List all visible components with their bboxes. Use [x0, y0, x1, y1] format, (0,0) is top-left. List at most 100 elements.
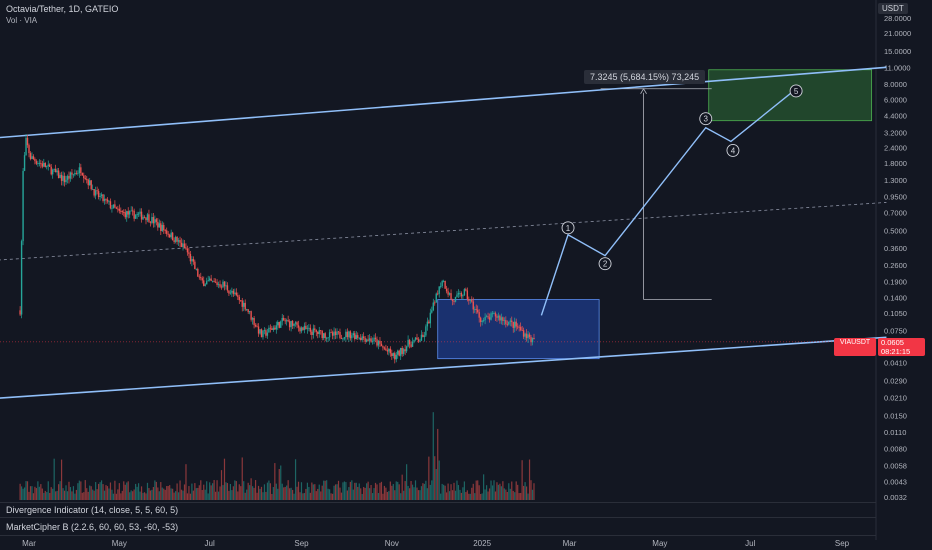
candle-body [435, 293, 437, 303]
volume-bar [290, 487, 292, 500]
candle-body [161, 225, 163, 231]
candle-body [474, 308, 476, 310]
volume-label: Vol · VIA [6, 16, 38, 25]
candle-body [386, 350, 389, 352]
volume-bar [300, 482, 303, 500]
volume-bar [177, 492, 180, 500]
candle-body [208, 278, 211, 281]
volume-bar [523, 485, 525, 500]
volume-bar [483, 474, 485, 500]
candle-body [371, 341, 374, 342]
candle-body [94, 190, 97, 196]
volume-bar [517, 484, 519, 500]
x-tick-label: May [652, 539, 667, 548]
volume-bar [291, 489, 294, 500]
volume-bar [367, 481, 369, 500]
candle-body [515, 321, 517, 327]
candle-body [283, 317, 285, 321]
volume-bar [525, 486, 528, 500]
candle-body [63, 175, 66, 183]
candle-body [194, 261, 196, 270]
symbol-title[interactable]: Octavia/Tether, 1D, GATEIO [6, 4, 119, 14]
volume-bar [86, 488, 88, 500]
volume-bar [75, 489, 77, 500]
volume-bar [93, 490, 95, 500]
candle-body [271, 328, 273, 330]
candle-body [152, 217, 155, 224]
indicator-marketcipher[interactable]: MarketCipher B (2.2.6, 60, 60, 53, -60, … [6, 522, 179, 532]
pane-divider[interactable] [0, 502, 876, 503]
volume-bar [371, 493, 374, 500]
volume-bar [414, 480, 417, 500]
pane-divider[interactable] [0, 535, 876, 536]
volume-bar [123, 481, 125, 500]
volume-bar [130, 490, 132, 500]
candle-body [234, 292, 236, 294]
candle-body [503, 320, 506, 321]
candle-body [102, 194, 104, 201]
volume-bar [217, 491, 220, 500]
pane-divider[interactable] [0, 517, 876, 518]
candle-body [508, 321, 510, 325]
volume-bar [403, 490, 405, 500]
volume-bar [343, 481, 346, 500]
candle-body [509, 320, 511, 322]
candle-body [397, 350, 399, 355]
candle-body [57, 170, 60, 179]
volume-bar [294, 459, 297, 500]
volume-bar [37, 481, 39, 500]
indicator-divergence[interactable]: Divergence Indicator (14, close, 5, 5, 6… [6, 505, 179, 515]
volume-bar [364, 487, 366, 500]
volume-bar [468, 493, 470, 500]
candle-body [465, 289, 467, 291]
candle-body [56, 170, 58, 173]
candle-body [281, 317, 283, 322]
volume-bar [250, 478, 252, 500]
candle-body [321, 331, 323, 339]
volume-bar [172, 488, 174, 500]
candle-body [256, 326, 258, 328]
candle-body [78, 167, 81, 174]
volume-bar [453, 482, 455, 500]
volume-bar [271, 493, 273, 500]
volume-bar [278, 469, 280, 500]
volume-bar [324, 480, 326, 500]
candle-body [432, 302, 434, 311]
candle-body [425, 326, 427, 336]
candle-body [81, 173, 84, 176]
candle-body [462, 295, 464, 297]
volume-bar [139, 491, 141, 500]
volume-bar [78, 480, 80, 500]
volume-bar [173, 492, 175, 500]
y-tick-label: 0.1900 [884, 277, 907, 286]
volume-bar [256, 492, 258, 500]
wave-marker [726, 143, 740, 157]
currency-badge[interactable]: USDT [878, 3, 908, 14]
volume-bar [386, 491, 388, 500]
volume-bar [306, 482, 309, 500]
volume-bar [65, 485, 67, 500]
y-tick-label: 0.0210 [884, 394, 907, 403]
candle-body [402, 349, 405, 354]
candle-body [524, 333, 526, 337]
volume-bar [20, 486, 23, 500]
candle-body [182, 243, 184, 247]
candle-body [217, 284, 220, 286]
volume-bar [345, 482, 347, 500]
volume-bar [471, 487, 473, 500]
volume-bar [257, 485, 260, 500]
volume-bar [74, 493, 76, 500]
candle-body [44, 162, 46, 168]
candle-body [303, 325, 306, 330]
volume-bar [392, 484, 394, 500]
volume-bar [253, 487, 255, 500]
volume-bar [133, 489, 135, 500]
volume-bar [496, 482, 498, 500]
volume-bar [108, 488, 110, 500]
candle-body [305, 325, 307, 330]
candle-body [339, 332, 341, 338]
volume-bar [164, 489, 166, 500]
candle-body [407, 339, 409, 347]
volume-bar [188, 486, 190, 500]
